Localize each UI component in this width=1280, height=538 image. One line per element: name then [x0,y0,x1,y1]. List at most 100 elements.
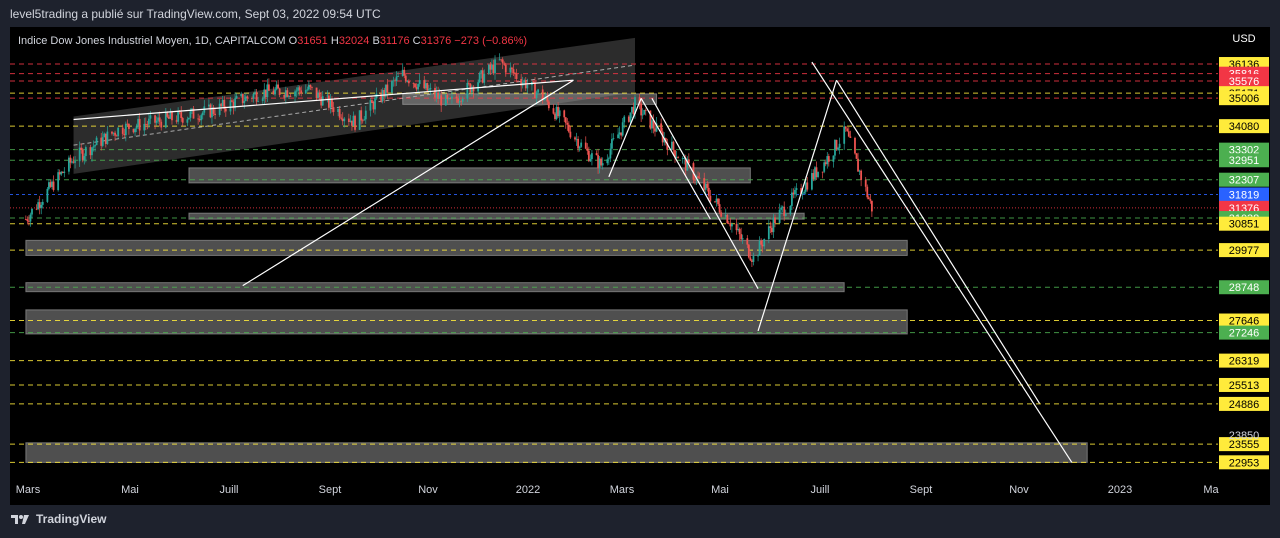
candle-body [257,100,260,102]
candle-body [327,95,330,108]
candle-body [758,240,761,256]
candle-body [584,142,587,149]
candle [95,135,98,146]
candle-body [569,131,572,138]
candle [121,124,124,137]
candle-body [504,64,507,73]
candle-body [146,124,149,126]
candle-body [218,103,221,115]
candle [760,238,763,249]
candle [609,143,612,163]
candle [424,79,427,90]
candle-body [795,188,798,190]
candle-body [181,118,184,123]
candle [846,127,849,132]
candle [111,131,113,136]
symbol-name[interactable]: Indice Dow Jones Industriel Moyen, 1D, C… [18,35,286,47]
candle-body [706,183,709,188]
candle [724,208,727,219]
candle-body [438,95,441,99]
candle [158,111,161,127]
candle-body [460,100,463,102]
candle-body [277,84,280,89]
candle-body [71,161,73,163]
candle-body [318,92,321,98]
x-tick-label: Sept [319,484,342,496]
candle-body [298,87,301,91]
candle-body [609,148,612,159]
candle [870,200,873,217]
candle [24,215,27,221]
price-label-32951: 32951 [1229,155,1260,167]
candle [272,86,275,95]
candle-body [392,80,395,82]
candle [57,169,60,192]
candle-body [574,137,576,140]
chart-legend: Indice Dow Jones Industriel Moyen, 1D, C… [18,35,527,47]
candle-body [724,214,727,217]
candle-body [284,90,287,98]
candle-body [374,98,376,110]
candle-body [643,109,646,115]
price-label-bg-27246 [1219,325,1269,340]
candle [671,136,673,151]
candle [326,90,329,103]
candle [69,154,72,169]
candle-body [435,92,438,98]
candle-body [104,133,107,144]
candle-body [617,134,619,139]
close-value: 31376 [420,35,452,47]
candle [234,92,236,112]
candle [652,114,655,134]
candle [294,89,296,102]
candle [849,130,852,138]
candle-body [651,120,653,129]
candle-body [426,83,429,91]
candle [735,218,738,235]
candle-body [180,112,183,119]
candle [318,89,321,101]
x-tick-label: Mars [16,484,41,496]
candle-body [349,120,352,123]
candle [806,176,809,192]
candle [347,113,350,127]
candle [611,133,613,155]
candle-body [827,156,830,162]
candle [384,84,387,99]
candle [546,91,549,106]
price-label-35006: 35006 [1229,93,1260,105]
price-label-bg-24886 [1219,396,1269,411]
candle [504,62,507,77]
candle-body [266,84,269,98]
candle-body [652,120,655,129]
candle-body [307,85,310,90]
candle [229,96,232,115]
candle [511,66,513,75]
candle [417,83,420,94]
candle-body [503,63,506,65]
candle [407,79,410,87]
candle-body [577,138,579,149]
candle [223,96,226,113]
candle-body [168,116,170,119]
candle [814,166,816,181]
candle-body [434,87,436,98]
candle [564,116,567,129]
candle-body [192,108,195,119]
candle-body [855,153,858,159]
candle-body [491,64,493,70]
price-label-bg-34080 [1219,119,1269,134]
price-label-bg-25513 [1219,377,1269,392]
currency-label[interactable]: USD [1232,33,1256,45]
x-tick-label: Mai [121,484,139,496]
candle-body [24,219,27,220]
candle [715,194,718,207]
candle-body [188,117,190,120]
candle-body [703,178,706,190]
candle [835,139,838,151]
candle [361,118,364,124]
candle-body [457,98,459,103]
candle [466,79,469,103]
candle-body [817,171,819,178]
